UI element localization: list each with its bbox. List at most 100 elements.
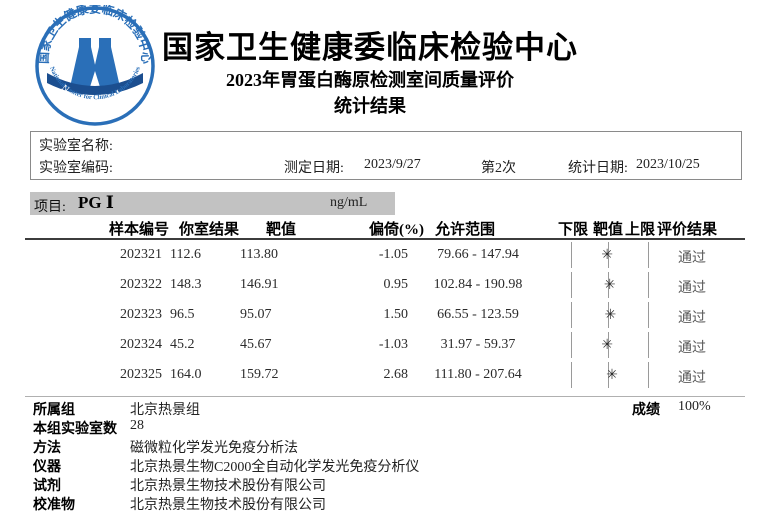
target-line bbox=[608, 302, 609, 328]
col-range: 允许范围 bbox=[435, 222, 496, 238]
bias-value: -1.03 bbox=[378, 337, 408, 352]
target-value: 45.67 bbox=[240, 337, 272, 352]
footer-row: 方法 磁微粒化学发光免疫分析法 bbox=[0, 437, 769, 456]
lab-name-label: 实验室名称: bbox=[39, 139, 113, 154]
project-name: PG Ⅰ bbox=[78, 193, 114, 212]
your-result: 96.5 bbox=[170, 307, 195, 322]
result-marker-icon: ✳ bbox=[601, 247, 614, 263]
org-title: 国家卫生健康委临床检验中心 bbox=[162, 30, 578, 65]
allowed-range: 66.55 - 123.59 bbox=[437, 307, 519, 322]
project-label: 项目: bbox=[34, 200, 66, 215]
method-value: 磁微粒化学发光免疫分析法 bbox=[130, 441, 298, 456]
score-label: 成绩 bbox=[632, 403, 660, 418]
table-row: 202323 96.5 95.07 1.50 66.55 - 123.59 ✳ … bbox=[0, 300, 769, 330]
sample-id: 202323 bbox=[120, 307, 162, 322]
report-footer: 所属组 北京热景组 成绩 100% 本组实验室数 28 方法 磁微粒化学发光免疫… bbox=[0, 399, 769, 513]
score-value: 100% bbox=[678, 399, 711, 414]
evaluation-result: 通过 bbox=[678, 251, 706, 266]
test-date-label: 测定日期: bbox=[284, 161, 344, 176]
target-value: 159.72 bbox=[240, 367, 279, 382]
allowed-range: 102.84 - 190.98 bbox=[433, 277, 523, 292]
lab-count-label: 本组实验室数 bbox=[33, 422, 117, 437]
upper-limit-line bbox=[648, 272, 649, 298]
project-bar: 项目: PG Ⅰ ng/mL bbox=[30, 192, 395, 215]
instrument-label: 仪器 bbox=[33, 460, 61, 475]
method-label: 方法 bbox=[33, 441, 61, 456]
lab-count-value: 28 bbox=[130, 418, 144, 433]
target-line bbox=[608, 242, 609, 268]
stat-date-value: 2023/10/25 bbox=[636, 157, 700, 172]
col-bias: 偏倚(%) bbox=[369, 222, 424, 238]
upper-limit-line bbox=[648, 242, 649, 268]
reagent-value: 北京热景生物技术股份有限公司 bbox=[130, 479, 326, 494]
reagent-label: 试剂 bbox=[33, 479, 61, 494]
table-row: 202321 112.6 113.80 -1.05 79.66 - 147.94… bbox=[0, 240, 769, 270]
footer-row: 所属组 北京热景组 成绩 100% bbox=[0, 399, 769, 418]
bias-value: 1.50 bbox=[383, 307, 409, 322]
upper-limit-line bbox=[648, 302, 649, 328]
lower-limit-line bbox=[571, 272, 572, 298]
allowed-range: 111.80 - 207.64 bbox=[434, 367, 522, 382]
sample-id: 202325 bbox=[120, 367, 162, 382]
allowed-range: 79.66 - 147.94 bbox=[437, 247, 519, 262]
project-unit: ng/mL bbox=[330, 195, 368, 210]
bias-value: 2.68 bbox=[383, 367, 409, 382]
col-your-result: 你室结果 bbox=[179, 222, 240, 238]
result-marker-icon: ✳ bbox=[604, 307, 617, 323]
table-body: 202321 112.6 113.80 -1.05 79.66 - 147.94… bbox=[0, 240, 769, 390]
sample-id: 202321 bbox=[120, 247, 162, 262]
upper-limit-line bbox=[648, 362, 649, 388]
evaluation-result: 通过 bbox=[678, 371, 706, 386]
your-result: 164.0 bbox=[170, 367, 202, 382]
target-line bbox=[608, 272, 609, 298]
lower-limit-line bbox=[571, 242, 572, 268]
result-marker-icon: ✳ bbox=[603, 277, 616, 293]
upper-limit-line bbox=[648, 332, 649, 358]
report-subtitle2: 统计结果 bbox=[334, 96, 406, 116]
target-value: 113.80 bbox=[240, 247, 278, 262]
lower-limit-line bbox=[571, 332, 572, 358]
header-rule bbox=[25, 238, 745, 240]
target-line bbox=[608, 332, 609, 358]
lab-code-label: 实验室编码: bbox=[39, 161, 113, 176]
your-result: 45.2 bbox=[170, 337, 195, 352]
col-target-line: 靶值 bbox=[593, 222, 624, 238]
table-row: 202322 148.3 146.91 0.95 102.84 - 190.98… bbox=[0, 270, 769, 300]
table-header: 样本编号 你室结果 靶值 偏倚(%) 允许范围 下限 靶值 上限 评价结果 bbox=[0, 218, 769, 238]
footer-row: 校准物 北京热景生物技术股份有限公司 bbox=[0, 494, 769, 513]
round-value: 第2次 bbox=[481, 161, 516, 176]
col-upper-limit: 上限 bbox=[625, 222, 656, 238]
calibrator-label: 校准物 bbox=[33, 498, 75, 513]
your-result: 148.3 bbox=[170, 277, 202, 292]
evaluation-result: 通过 bbox=[678, 281, 706, 296]
calibrator-value: 北京热景生物技术股份有限公司 bbox=[130, 498, 326, 513]
lower-limit-line bbox=[571, 302, 572, 328]
nccl-logo: 国家卫生健康委临床检验中心 N C C L National Center fo… bbox=[35, 5, 155, 126]
group-value: 北京热景组 bbox=[130, 403, 200, 418]
lab-info-box: 实验室名称: 实验室编码: 测定日期: 2023/9/27 第2次 统计日期: … bbox=[30, 131, 742, 180]
target-line bbox=[608, 362, 609, 388]
test-date-value: 2023/9/27 bbox=[364, 157, 421, 172]
bias-value: -1.05 bbox=[378, 247, 408, 262]
result-marker-icon: ✳ bbox=[601, 337, 614, 353]
sample-id: 202322 bbox=[120, 277, 162, 292]
col-target: 靶值 bbox=[266, 222, 297, 238]
table-row: 202324 45.2 45.67 -1.03 31.97 - 59.37 ✳ … bbox=[0, 330, 769, 360]
instrument-value: 北京热景生物C2000全自动化学发光免疫分析仪 bbox=[130, 460, 420, 475]
your-result: 112.6 bbox=[170, 247, 201, 262]
stat-date-label: 统计日期: bbox=[568, 161, 628, 176]
logo-band bbox=[47, 73, 143, 95]
table-row: 202325 164.0 159.72 2.68 111.80 - 207.64… bbox=[0, 360, 769, 390]
col-evaluation: 评价结果 bbox=[657, 222, 718, 238]
report-subtitle: 2023年胃蛋白酶原检测室间质量评价 bbox=[226, 70, 514, 90]
footer-row: 本组实验室数 28 bbox=[0, 418, 769, 437]
footer-row: 仪器 北京热景生物C2000全自动化学发光免疫分析仪 bbox=[0, 456, 769, 475]
group-label: 所属组 bbox=[33, 403, 75, 418]
evaluation-result: 通过 bbox=[678, 311, 706, 326]
bias-value: 0.95 bbox=[383, 277, 409, 292]
footer-row: 试剂 北京热景生物技术股份有限公司 bbox=[0, 475, 769, 494]
flask-icons bbox=[70, 38, 120, 87]
allowed-range: 31.97 - 59.37 bbox=[440, 337, 516, 352]
sample-id: 202324 bbox=[120, 337, 162, 352]
evaluation-result: 通过 bbox=[678, 341, 706, 356]
